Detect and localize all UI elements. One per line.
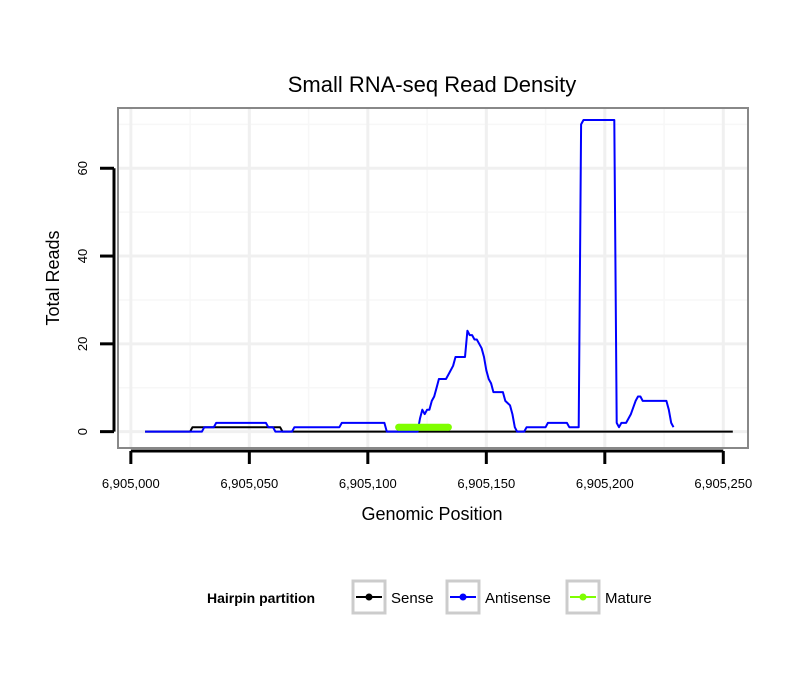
y-tick-label: 0 <box>75 428 90 435</box>
grid <box>119 109 747 447</box>
x-tick-label: 6,905,000 <box>102 476 160 491</box>
y-axis-title: Total Reads <box>43 230 63 325</box>
legend-label-sense: Sense <box>391 590 434 607</box>
legend-label-mature: Mature <box>605 590 652 607</box>
legend: Hairpin partition Sense Antisense Mature <box>207 579 652 615</box>
series-layer <box>145 119 733 433</box>
series-point-mature <box>395 423 403 431</box>
x-tick-label: 6,905,150 <box>457 476 515 491</box>
legend-marker-sense <box>365 593 373 601</box>
y-axis: 0 20 40 60 <box>75 161 116 435</box>
legend-marker-antisense <box>459 593 467 601</box>
y-tick-label: 20 <box>75 337 90 351</box>
x-tick-label: 6,905,100 <box>339 476 397 491</box>
legend-title: Hairpin partition <box>207 590 315 606</box>
x-tick-label: 6,905,250 <box>694 476 752 491</box>
series-point-mature <box>444 423 452 431</box>
x-axis: 6,905,000 6,905,050 6,905,100 6,905,150 6,90… <box>102 449 752 491</box>
y-tick-label: 60 <box>75 161 90 175</box>
x-axis-title: Genomic Position <box>361 504 502 524</box>
y-tick-label: 40 <box>75 249 90 263</box>
x-tick-label: 6,905,050 <box>220 476 278 491</box>
x-tick-label: 6,905,200 <box>576 476 634 491</box>
legend-label-antisense: Antisense <box>485 590 551 607</box>
legend-marker-mature <box>579 593 587 601</box>
plot-background <box>117 107 749 449</box>
series-line-antisense <box>145 119 675 433</box>
chart-title: Small RNA-seq Read Density <box>288 72 577 97</box>
